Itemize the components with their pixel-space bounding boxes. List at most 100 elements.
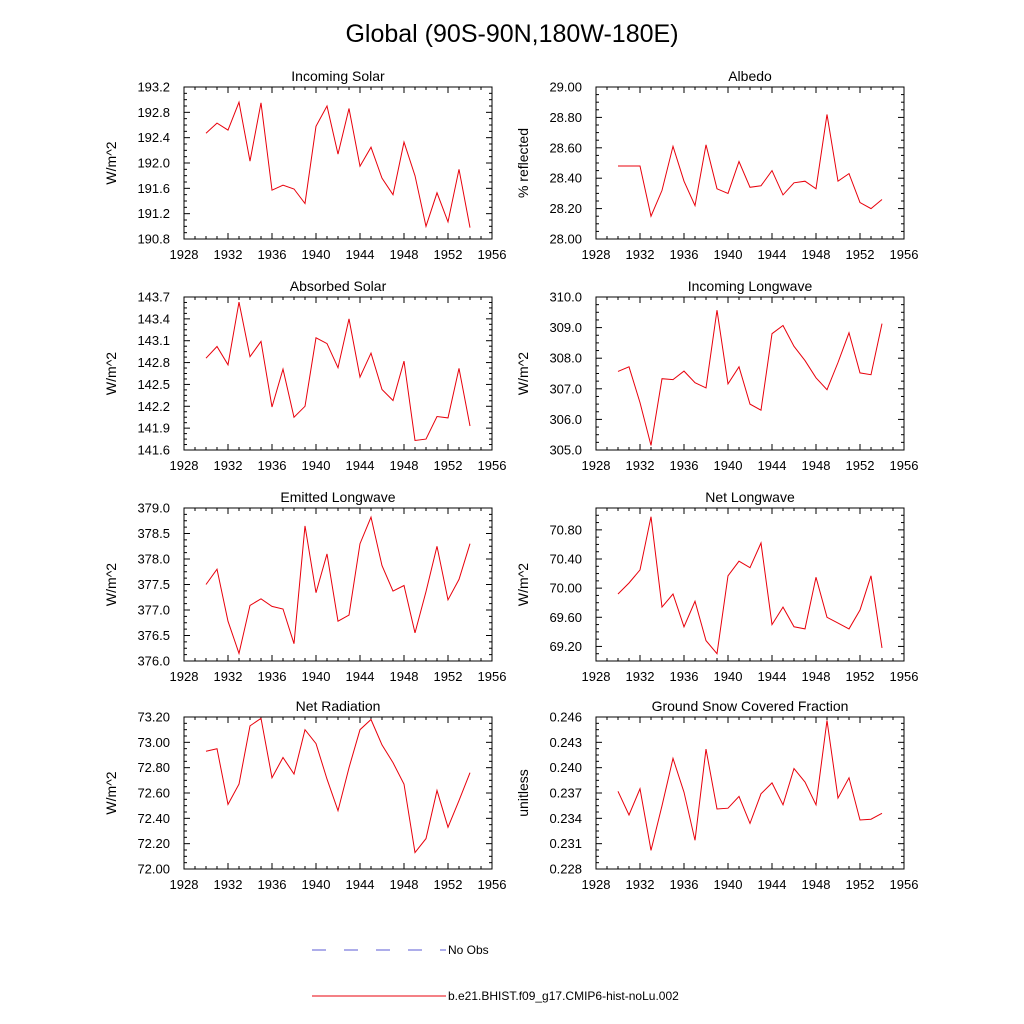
- y-tick-label: 308.0: [549, 351, 582, 366]
- y-tick-label: 192.8: [137, 105, 170, 120]
- plot-frame: [595, 507, 905, 662]
- x-tick-label: 1932: [214, 669, 243, 684]
- x-tick-label: 1928: [582, 669, 611, 684]
- y-tick-label: 0.231: [549, 836, 582, 851]
- plot-frame: [595, 86, 905, 240]
- legend-entry: No Obs: [312, 943, 489, 957]
- legend-label: No Obs: [448, 943, 489, 957]
- panel-ground-snow-covered-fraction: Ground Snow Covered Fraction unitless 1928…: [515, 698, 918, 892]
- y-tick-label: 73.20: [137, 710, 170, 725]
- x-tick-label: 1952: [846, 669, 875, 684]
- y-tick-label: 307.0: [549, 381, 582, 396]
- y-tick-label: 305.0: [549, 443, 582, 458]
- x-tick-label: 1948: [802, 247, 831, 262]
- x-tick-label: 1928: [170, 669, 199, 684]
- y-tick-label: 0.243: [549, 735, 582, 750]
- series-line: [617, 310, 883, 446]
- y-tick-label: 72.40: [137, 811, 170, 826]
- figure-title: Global (90S-90N,180W-180E): [345, 20, 678, 48]
- y-axis-label: W/m^2: [103, 563, 119, 606]
- x-tick-label: 1948: [390, 458, 419, 473]
- y-axis-label: W/m^2: [515, 563, 531, 606]
- y-tick-label: 376.5: [137, 628, 170, 643]
- y-tick-label: 376.0: [137, 654, 170, 669]
- x-tick-label: 1932: [214, 458, 243, 473]
- x-tick-label: 1952: [434, 247, 463, 262]
- y-tick-label: 191.2: [137, 206, 170, 221]
- x-tick-label: 1936: [258, 458, 287, 473]
- y-tick-label: 306.0: [549, 412, 582, 427]
- x-tick-label: 1948: [802, 669, 831, 684]
- y-axis-label: W/m^2: [103, 771, 119, 814]
- x-tick-label: 1940: [714, 247, 743, 262]
- x-tick-label: 1936: [670, 458, 699, 473]
- plot-frame: [595, 716, 905, 870]
- y-tick-label: 192.0: [137, 156, 170, 171]
- series-line: [205, 717, 471, 854]
- panel-net-longwave: Net Longwave W/m^2 1928 1932 1936 1940 1944 194…: [515, 489, 918, 684]
- panel-emitted-longwave: Emitted Longwave W/m^2 1928 1932 1936 1940 194…: [103, 489, 506, 684]
- panel-title-incoming-solar: Incoming Solar: [291, 68, 385, 84]
- y-axis-label: unitless: [515, 769, 531, 816]
- x-tick-label: 1948: [390, 247, 419, 262]
- series-line: [618, 114, 883, 218]
- x-tick-label: 1956: [890, 247, 919, 262]
- x-tick-label: 1940: [714, 669, 743, 684]
- x-tick-label: 1940: [302, 669, 331, 684]
- x-tick-label: 1948: [802, 877, 831, 892]
- plot-frame: [595, 296, 905, 451]
- y-tick-label: 378.0: [137, 552, 170, 567]
- x-tick-label: 1928: [582, 458, 611, 473]
- y-tick-label: 379.0: [137, 501, 170, 516]
- y-tick-label: 192.4: [137, 130, 170, 145]
- series-line: [617, 516, 883, 655]
- x-tick-label: 1940: [302, 458, 331, 473]
- panel-title-absorbed-solar: Absorbed Solar: [290, 278, 387, 294]
- plot-frame: [183, 507, 493, 662]
- panel-incoming-solar: Incoming Solar W/m^2 1928 1932 1936 1940 1944 1…: [103, 68, 506, 262]
- y-tick-label: 70.00: [549, 581, 582, 596]
- x-tick-label: 1952: [434, 669, 463, 684]
- x-tick-label: 1928: [170, 458, 199, 473]
- y-tick-label: 190.8: [137, 232, 170, 247]
- y-tick-label: 0.234: [549, 811, 582, 826]
- x-tick-label: 1944: [758, 877, 787, 892]
- y-tick-label: 28.80: [549, 110, 582, 125]
- x-tick-label: 1936: [670, 247, 699, 262]
- x-tick-label: 1944: [346, 669, 375, 684]
- y-tick-label: 378.5: [137, 526, 170, 541]
- plot-frame: [183, 716, 493, 870]
- x-tick-label: 1956: [890, 669, 919, 684]
- panel-albedo: Albedo % reflected 1928 1932 1936 1940 1944 194…: [515, 68, 918, 262]
- y-axis-label: W/m^2: [103, 141, 119, 184]
- x-tick-label: 1956: [890, 458, 919, 473]
- y-tick-label: 0.240: [549, 760, 582, 775]
- panel-title-emitted-longwave: Emitted Longwave: [280, 489, 395, 505]
- x-tick-label: 1948: [802, 458, 831, 473]
- x-tick-label: 1936: [258, 877, 287, 892]
- y-tick-label: 72.60: [137, 786, 170, 801]
- legend-label: b.e21.BHIST.f09_g17.CMIP6-hist-noLu.002: [448, 989, 679, 1003]
- x-tick-label: 1932: [214, 247, 243, 262]
- y-tick-label: 72.00: [137, 862, 170, 877]
- x-tick-label: 1928: [170, 247, 199, 262]
- x-tick-label: 1928: [582, 247, 611, 262]
- y-tick-label: 141.9: [137, 421, 170, 436]
- y-tick-label: 377.0: [137, 603, 170, 618]
- y-tick-label: 310.0: [549, 290, 582, 305]
- series-line: [617, 720, 883, 851]
- x-tick-label: 1936: [258, 669, 287, 684]
- y-tick-label: 142.8: [137, 355, 170, 370]
- x-tick-label: 1944: [346, 458, 375, 473]
- y-tick-label: 70.40: [549, 552, 582, 567]
- y-tick-label: 0.228: [549, 862, 582, 877]
- y-tick-label: 0.237: [549, 786, 582, 801]
- legend-entry: b.e21.BHIST.f09_g17.CMIP6-hist-noLu.002: [312, 989, 679, 1003]
- panel-title-net-radiation: Net Radiation: [296, 698, 381, 714]
- y-tick-label: 191.6: [137, 181, 170, 196]
- y-tick-label: 0.246: [549, 710, 582, 725]
- y-tick-label: 28.00: [549, 232, 582, 247]
- series-line: [205, 515, 471, 656]
- x-tick-label: 1952: [434, 877, 463, 892]
- x-tick-label: 1952: [434, 458, 463, 473]
